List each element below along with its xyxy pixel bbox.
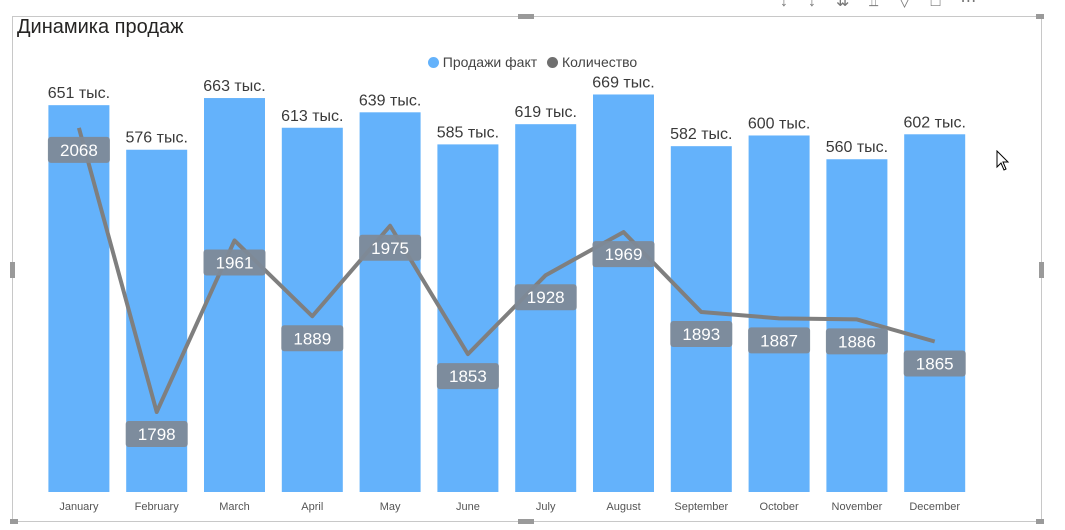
resize-handle-left[interactable] [10, 262, 15, 278]
bar-data-label: 576 тыс. [125, 130, 187, 147]
bar[interactable] [904, 134, 966, 492]
x-tick-label: December [909, 501, 960, 513]
pin-icon[interactable]: ↕ [780, 0, 788, 10]
resize-handle-right[interactable] [1039, 262, 1044, 278]
resize-handle-top-right[interactable] [1036, 14, 1044, 19]
legend-item-quantity[interactable]: Количество [547, 54, 637, 70]
resize-handle-top[interactable] [518, 14, 534, 19]
line-data-label: 1865 [916, 355, 954, 374]
bar-data-label: 613 тыс. [281, 108, 343, 125]
line-data-label: 1961 [216, 253, 254, 272]
focus-mode-icon[interactable]: □ [930, 0, 941, 10]
bar[interactable] [281, 127, 343, 492]
bar[interactable] [670, 146, 732, 492]
line-data-label: 1889 [293, 329, 331, 348]
visual-header-toolbar: ↕ ↓ ⇊ ⫫ ▽ □ ⋯ [780, 0, 976, 10]
bar-data-label: 619 тыс. [514, 104, 576, 121]
line-data-label: 1893 [682, 325, 720, 344]
line-data-label: 1975 [371, 239, 409, 258]
line-data-label-box [47, 136, 110, 163]
bar[interactable] [204, 98, 265, 492]
x-tick-label: June [456, 501, 480, 513]
line-data-label: 2068 [60, 141, 98, 160]
x-tick-label: August [606, 501, 640, 513]
bar-data-label: 639 тыс. [359, 92, 421, 109]
bar-data-label: 669 тыс. [592, 74, 654, 91]
line-data-label-box [281, 325, 344, 352]
line-data-label-box [203, 249, 266, 276]
resize-handle-bottom-left[interactable] [10, 519, 18, 524]
x-tick-label: January [59, 501, 99, 513]
bar-data-label: 585 тыс. [437, 124, 499, 141]
line-data-label-box [125, 421, 188, 448]
legend-marker-sales [427, 56, 439, 68]
x-tick-label: March [219, 501, 250, 513]
filter-icon[interactable]: ▽ [898, 0, 911, 10]
x-tick-label: May [380, 501, 401, 513]
expand-next-icon[interactable]: ⫫ [869, 0, 879, 10]
x-tick-label: November [832, 501, 883, 513]
bar[interactable] [593, 94, 654, 492]
x-tick-label: February [135, 501, 180, 513]
line-data-label: 1969 [605, 245, 643, 264]
line-data-label-box [670, 321, 733, 348]
line-data-label-box [903, 350, 966, 377]
legend-marker-quantity [547, 56, 559, 68]
legend-label-sales: Продажи факт [442, 54, 538, 70]
more-options-icon[interactable]: ⋯ [960, 0, 977, 10]
expand-all-icon[interactable]: ⇊ [836, 0, 850, 10]
bar[interactable] [359, 112, 421, 492]
legend: Продажи факт Количество [0, 54, 1065, 71]
line-data-label-box [514, 284, 577, 311]
chart-title: Динамика продаж [17, 16, 184, 38]
line-data-label: 1887 [760, 331, 798, 350]
bar-data-label: 663 тыс. [203, 78, 265, 95]
line-data-label: 1798 [138, 425, 176, 444]
bar-data-label: 600 тыс. [748, 115, 810, 132]
resize-handle-bottom[interactable] [518, 519, 534, 524]
line-data-label: 1853 [449, 367, 487, 386]
x-tick-label: July [536, 501, 556, 513]
bar-data-label: 560 тыс. [826, 139, 888, 156]
bar[interactable] [48, 105, 110, 492]
x-tick-label: April [301, 501, 323, 513]
line-data-label-box [748, 327, 811, 354]
x-tick-label: September [674, 501, 728, 513]
line-data-label-box [592, 241, 655, 268]
drill-down-icon[interactable]: ↓ [808, 0, 816, 10]
line-data-label: 1928 [527, 288, 565, 307]
line-data-label-box [359, 234, 422, 261]
bar-data-label: 582 тыс. [670, 126, 732, 143]
bar-data-label: 602 тыс. [903, 114, 965, 131]
bar[interactable] [748, 135, 810, 492]
legend-label-quantity: Количество [562, 54, 638, 70]
x-tick-label: October [760, 501, 799, 513]
resize-handle-bottom-right[interactable] [1036, 519, 1044, 524]
mouse-cursor-icon [996, 150, 1010, 171]
bar-data-label: 651 тыс. [48, 85, 110, 102]
line-data-label-box [436, 363, 499, 390]
legend-item-sales[interactable]: Продажи факт [427, 54, 538, 70]
line-data-label: 1886 [838, 332, 876, 351]
line-data-label-box [825, 328, 888, 355]
